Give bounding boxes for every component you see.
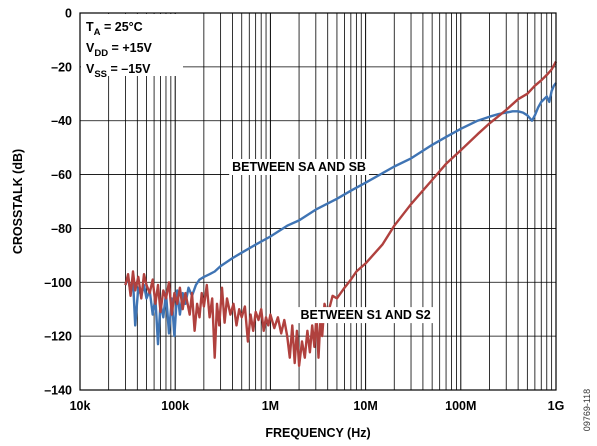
condition-vdd: VDD = +15V (86, 41, 153, 59)
y-tick-label: –20 (51, 60, 72, 74)
annotation-sa-sb-bg (229, 158, 369, 175)
condition-ta: TA = 25°C (86, 20, 143, 38)
x-tick-label: 100k (161, 399, 189, 413)
series-group (124, 60, 558, 367)
series-annotations: BETWEEN SA AND SB BETWEEN S1 AND S2 (229, 158, 434, 324)
y-tick-labels: 0 –20 –40 –60 –80 –100 –120 –140 (44, 7, 72, 398)
conditions-box (81, 14, 183, 76)
y-tick-label: –140 (44, 384, 72, 398)
annotation-s1-s2-bg (297, 307, 434, 324)
x-tick-label: 1G (548, 399, 565, 413)
y-tick-label: –60 (51, 168, 72, 182)
series-line-1 (124, 82, 557, 346)
annotation-sa-sb: BETWEEN SA AND SB (232, 160, 366, 174)
y-tick-label: –120 (44, 330, 72, 344)
condition-vss: VSS = –15V (86, 62, 151, 80)
x-tick-label: 100M (445, 399, 476, 413)
annotation-s1-s2: BETWEEN S1 AND S2 (301, 308, 431, 322)
plot-frame (79, 12, 557, 391)
y-tick-label: –40 (51, 114, 72, 128)
x-axis-label: FREQUENCY (Hz) (265, 426, 370, 440)
test-conditions: TA = 25°C VDD = +15V VSS = –15V (86, 20, 153, 80)
x-tick-labels: 10k 100k 1M 10M 100M 1G (70, 399, 565, 413)
y-tick-label: –80 (51, 222, 72, 236)
x-tick-label: 10M (353, 399, 377, 413)
y-tick-label: 0 (65, 7, 72, 21)
x-tick-label: 10k (70, 399, 91, 413)
y-tick-label: –100 (44, 276, 72, 290)
x-tick-label: 1M (262, 399, 279, 413)
series-line-2 (124, 60, 558, 367)
figure-id: 09769-118 (582, 389, 592, 431)
y-axis-label: CROSSTALK (dB) (11, 149, 25, 254)
